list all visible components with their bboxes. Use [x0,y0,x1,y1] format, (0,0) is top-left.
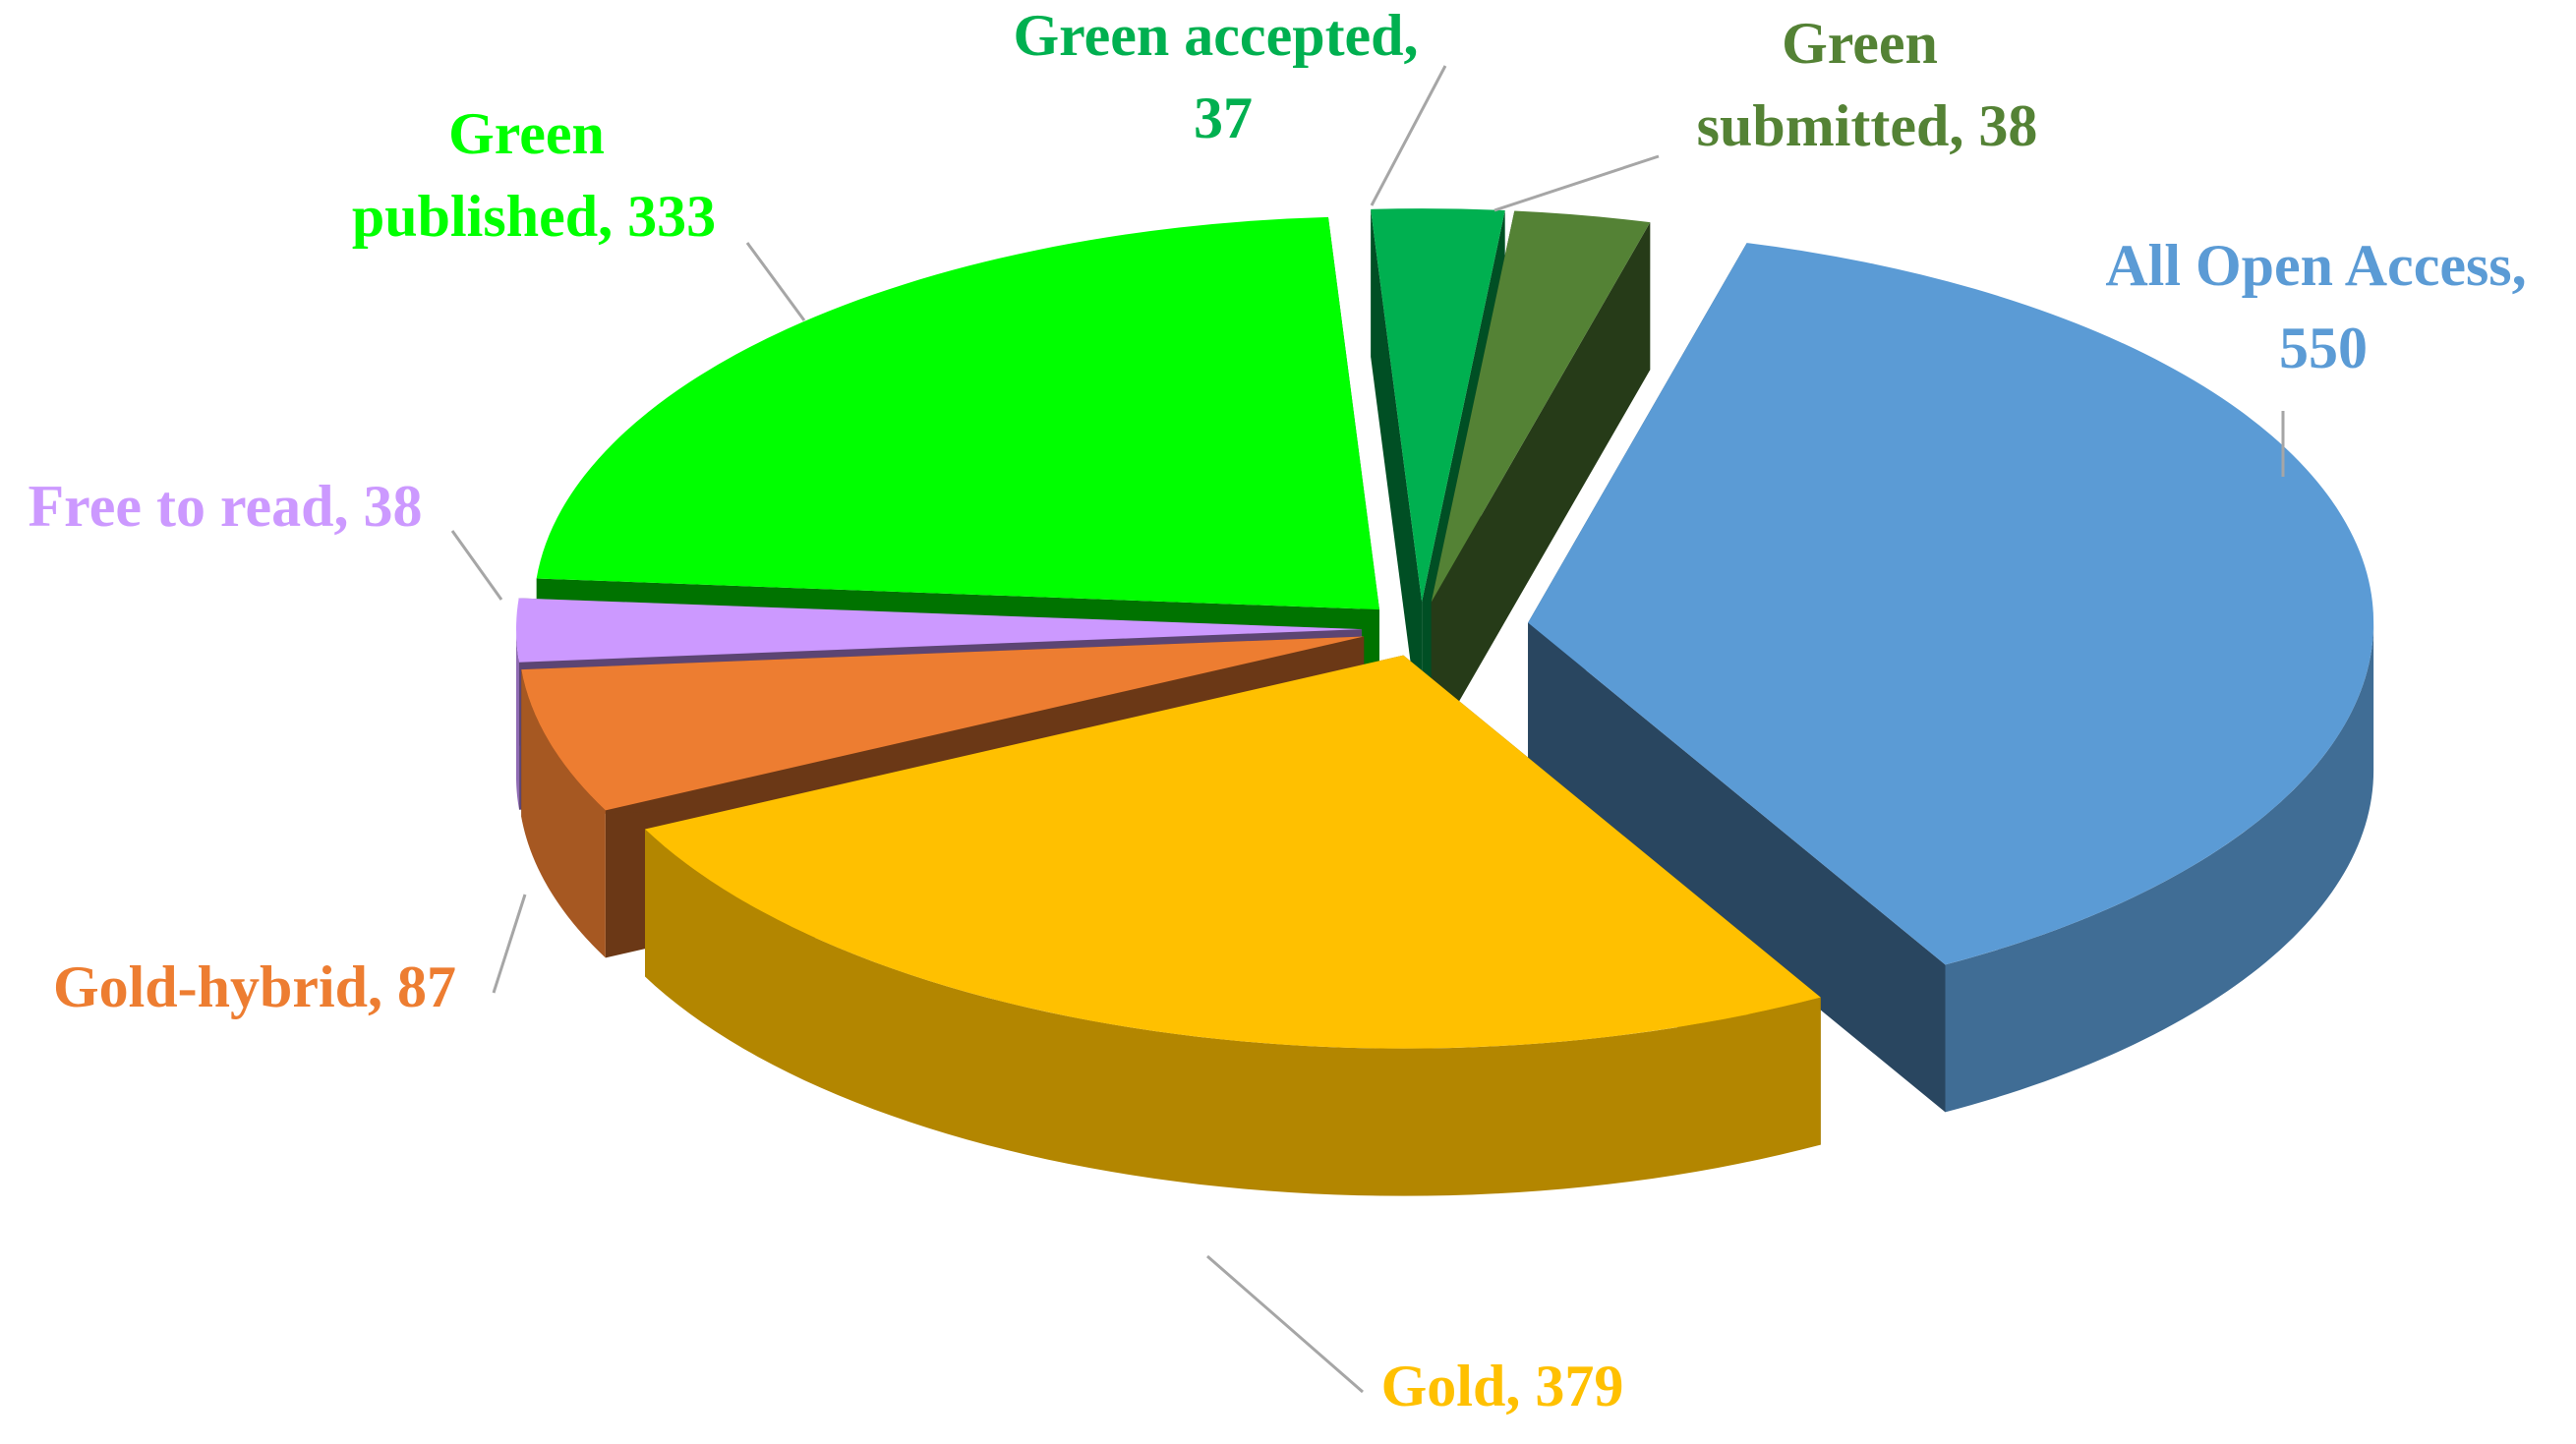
slice [1431,210,1651,750]
slice-side-wall [1431,222,1651,750]
leader-line [492,894,527,994]
data-label: Green published, 333 [352,101,716,249]
slice-top [1371,208,1505,603]
slice-side-wall [1371,208,1423,750]
data-label: Green submitted, 38 [1697,11,2038,158]
slice-outer-wall [1945,622,2374,1113]
data-label: Gold-hybrid, 87 [53,954,456,1019]
data-label: Gold, 379 [1381,1354,1624,1418]
data-label: Green accepted, 37 [1013,3,1433,150]
slice-top [536,216,1379,610]
slice-outer-wall [521,669,606,958]
slice-top [521,636,1365,811]
leader-line [450,530,503,601]
data-label: All Open Access, 550 [2105,233,2541,380]
slice-top [516,598,1363,663]
leader-line [1493,154,1660,212]
slice [1528,243,2374,1113]
leader-line [745,242,806,321]
slice [645,655,1821,1196]
slice-top [1528,243,2374,965]
leader-line [1370,65,1447,206]
data-label: Free to read, 38 [29,474,423,539]
leader-line [1206,1254,1364,1394]
slice-top [645,655,1821,1049]
slice-top [1431,210,1651,603]
slice-side-wall [1528,622,1946,1113]
slice-outer-wall [516,629,520,810]
slice-outer-wall [645,829,1821,1196]
